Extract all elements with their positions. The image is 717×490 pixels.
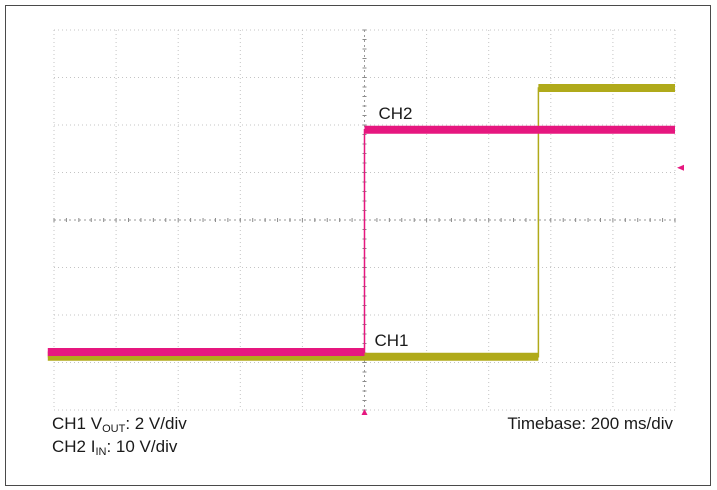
trigger-time-marker <box>361 409 368 415</box>
trigger-level-marker <box>677 164 684 171</box>
traces <box>47 83 675 361</box>
ch1-trace-label: CH1 <box>375 331 409 350</box>
ch2-trace-edge <box>47 129 675 353</box>
ch2-trace-label: CH2 <box>379 104 413 123</box>
figure-frame <box>5 5 711 486</box>
markers <box>361 164 684 415</box>
ch1-scale-caption: CH1 VOUT: 2 V/div <box>52 414 187 435</box>
timebase-caption: Timebase: 200 ms/div <box>507 414 673 433</box>
ch2-scale-caption: CH2 IIN: 10 V/div <box>52 437 178 458</box>
